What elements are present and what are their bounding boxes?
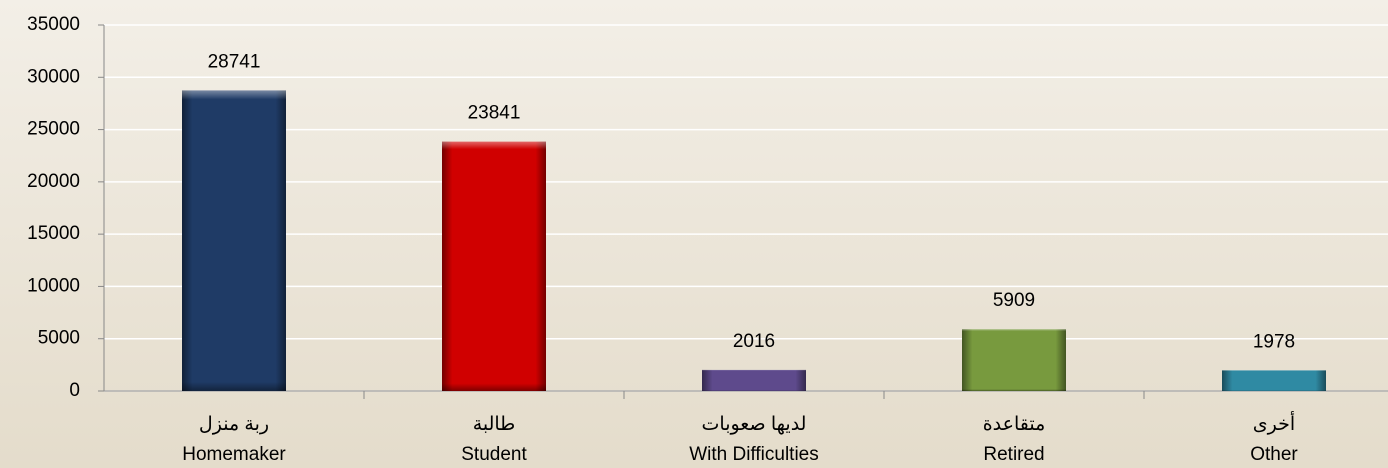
y-tick-label: 5000 [38, 328, 80, 349]
x-tick-label: لديها صعوبات [702, 414, 807, 435]
x-tick-label: With Difficulties [689, 444, 819, 465]
y-tick-label: 10000 [27, 275, 80, 296]
value-label: 23841 [468, 103, 521, 124]
x-tick-label: متقاعدة [983, 414, 1046, 435]
bar-shade [442, 141, 546, 391]
x-tick-label: أخرى [1253, 411, 1295, 435]
y-tick-label: 35000 [27, 14, 80, 35]
y-tick-label: 15000 [27, 223, 80, 244]
x-tick-label: ربة منزل [199, 414, 269, 435]
x-tick-label: Retired [983, 444, 1044, 465]
value-label: 28741 [208, 51, 261, 72]
bar-shade [182, 90, 286, 391]
x-tick-label: Homemaker [182, 444, 286, 465]
bar-shade [702, 369, 806, 391]
value-label: 5909 [993, 290, 1035, 311]
x-tick-label: Other [1250, 444, 1298, 465]
value-label: 1978 [1253, 331, 1295, 352]
value-label: 2016 [733, 331, 775, 352]
y-tick-label: 25000 [27, 119, 80, 140]
bar-shade [1222, 370, 1326, 391]
x-tick-label: Student [461, 444, 527, 465]
x-tick-label: طالبة [473, 414, 516, 435]
y-tick-label: 30000 [27, 66, 80, 87]
y-tick-label: 0 [69, 380, 80, 401]
y-tick-label: 20000 [27, 171, 80, 192]
bar-shade [962, 329, 1066, 391]
